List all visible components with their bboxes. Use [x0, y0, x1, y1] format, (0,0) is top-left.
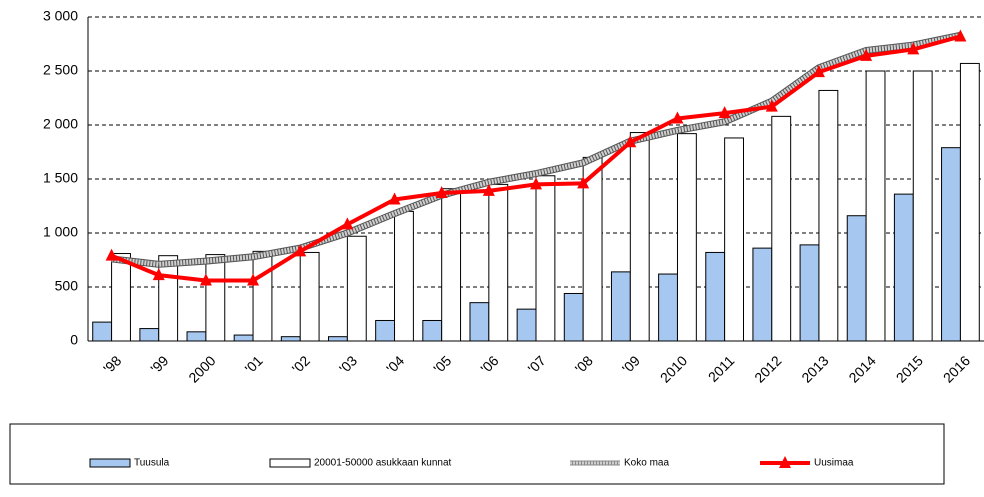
- bar: [610, 271, 631, 342]
- x-tick-label: '07: [525, 352, 549, 376]
- legend-swatch: [89, 458, 131, 468]
- bar: [724, 137, 744, 342]
- marker: [907, 42, 920, 55]
- x-tick-label: '05: [430, 352, 454, 376]
- y-tick-label: 2 000: [43, 116, 78, 132]
- marker: [718, 106, 731, 119]
- legend-label: Tuusula: [134, 458, 170, 469]
- bar: [629, 132, 650, 342]
- y-tick-label: 500: [55, 278, 79, 294]
- legend-swatch: [269, 458, 311, 468]
- x-tick-label: '03: [336, 352, 360, 376]
- bar: [394, 210, 414, 342]
- marker: [860, 48, 873, 61]
- x-tick-label: '09: [619, 352, 643, 376]
- legend-label: 20001-50000 asukkaan kunnat: [314, 458, 452, 469]
- marker: [435, 186, 448, 199]
- x-tick-label: '04: [383, 352, 407, 376]
- marker: [482, 183, 495, 196]
- x-tick-label: '02: [289, 352, 313, 376]
- marker: [294, 244, 307, 257]
- bar: [516, 308, 537, 342]
- x-tick-label: '98: [100, 352, 124, 376]
- x-tick-label: '99: [147, 352, 171, 376]
- x-tick-label: 2011: [705, 352, 738, 385]
- bar: [488, 183, 509, 342]
- bar: [252, 250, 273, 342]
- bar: [959, 62, 980, 342]
- marker: [247, 273, 260, 286]
- legend-label: Uusimaa: [814, 458, 854, 469]
- marker: [812, 65, 825, 78]
- bar: [375, 319, 396, 342]
- bar: [186, 331, 207, 342]
- bar: [705, 251, 726, 342]
- x-tick-label: 2015: [893, 352, 926, 385]
- y-tick-label: 1 000: [43, 224, 78, 240]
- marker: [765, 99, 778, 112]
- x-tick-label: 2010: [657, 352, 690, 385]
- x-tick-label: 2012: [751, 352, 784, 385]
- marker: [954, 29, 967, 42]
- bar: [912, 70, 933, 342]
- line: [111, 32, 961, 267]
- bar: [111, 253, 131, 342]
- bar: [280, 336, 301, 342]
- bar: [158, 255, 179, 342]
- x-tick-label: 2016: [940, 352, 973, 385]
- bar: [799, 244, 820, 342]
- y-tick-label: 2 500: [43, 62, 78, 78]
- x-tick-label: 2000: [185, 352, 218, 385]
- bar: [865, 70, 886, 342]
- x-tick-label: '01: [242, 352, 266, 376]
- marker: [624, 135, 637, 148]
- marker: [577, 176, 590, 189]
- x-tick-label: '06: [477, 352, 501, 376]
- bar: [441, 188, 462, 342]
- bar: [676, 133, 697, 342]
- bar: [299, 251, 320, 342]
- x-tick-label: 2013: [798, 352, 831, 385]
- bar: [535, 175, 556, 342]
- x-tick-label: '08: [572, 352, 596, 376]
- y-tick-label: 0: [70, 332, 78, 348]
- marker: [530, 177, 542, 190]
- bar: [346, 235, 367, 342]
- marker: [671, 111, 684, 124]
- marker: [105, 248, 118, 261]
- marker: [341, 217, 354, 230]
- bar: [771, 115, 792, 342]
- bar: [139, 328, 160, 342]
- x-tick-label: 2014: [846, 352, 879, 385]
- marker: [199, 273, 212, 286]
- bar: [563, 292, 584, 342]
- bar: [941, 147, 961, 342]
- legend-box: [9, 423, 945, 485]
- legend-marker: [779, 456, 791, 468]
- bar: [818, 89, 839, 342]
- marker: [152, 268, 165, 281]
- bar: [92, 321, 113, 342]
- bar: [469, 302, 490, 342]
- bar: [893, 193, 914, 342]
- bar: [233, 334, 254, 342]
- legend-label: Koko maa: [624, 458, 669, 469]
- bar: [422, 319, 443, 342]
- marker: [388, 192, 401, 205]
- bar: [205, 254, 226, 342]
- bar: [846, 215, 867, 342]
- y-tick-label: 3 000: [43, 8, 78, 24]
- y-tick-label: 1 500: [43, 170, 78, 186]
- bar: [752, 247, 773, 342]
- bar: [328, 336, 348, 342]
- bar: [658, 273, 678, 342]
